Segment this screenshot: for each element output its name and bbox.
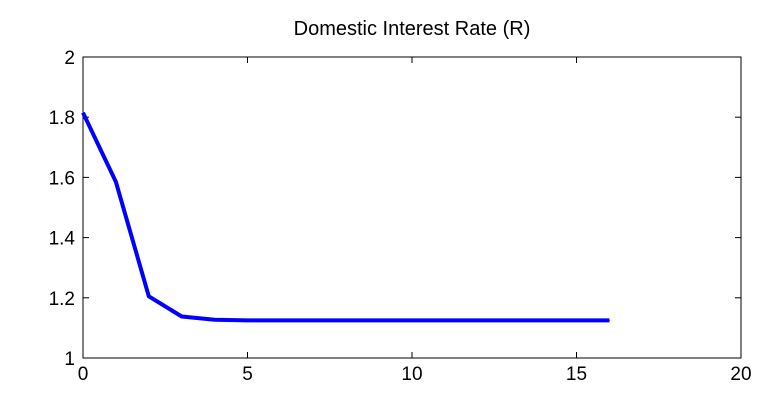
y-tick-label: 1.8 — [49, 108, 75, 129]
axis-tick-labels: 0 5 10 15 20 1 1.2 1.4 1.6 1.8 2 — [49, 48, 752, 385]
y-tick-label: 2 — [64, 48, 75, 69]
data-point — [247, 319, 248, 321]
data-point — [543, 319, 545, 321]
axis-ticks — [82, 56, 742, 359]
data-point — [181, 315, 183, 317]
data-point — [444, 319, 446, 321]
data-point — [378, 319, 380, 321]
x-tick-label: 20 — [730, 364, 751, 385]
data-point — [115, 181, 117, 183]
data-point — [82, 112, 84, 114]
y-tick-label: 1.6 — [49, 168, 75, 189]
plot-frame — [82, 56, 742, 359]
data-point — [477, 319, 479, 321]
x-tick-label: 10 — [401, 364, 422, 385]
data-point — [345, 319, 347, 321]
data-point — [411, 319, 413, 321]
series-layer — [81, 111, 610, 323]
chart-title: Domestic Interest Rate (R) — [294, 18, 531, 40]
data-point — [608, 319, 610, 321]
y-tick-label: 1 — [64, 349, 75, 370]
data-point — [312, 319, 314, 321]
y-tick-label: 1.2 — [49, 289, 75, 310]
y-tick-label: 1.4 — [49, 229, 76, 250]
data-point — [576, 319, 577, 321]
data-point — [214, 319, 216, 321]
x-tick-label: 5 — [242, 364, 253, 385]
data-point — [148, 295, 150, 297]
x-tick-label: 0 — [78, 364, 89, 385]
x-tick-label: 15 — [566, 364, 587, 385]
data-point — [510, 319, 512, 321]
data-point — [279, 319, 281, 321]
